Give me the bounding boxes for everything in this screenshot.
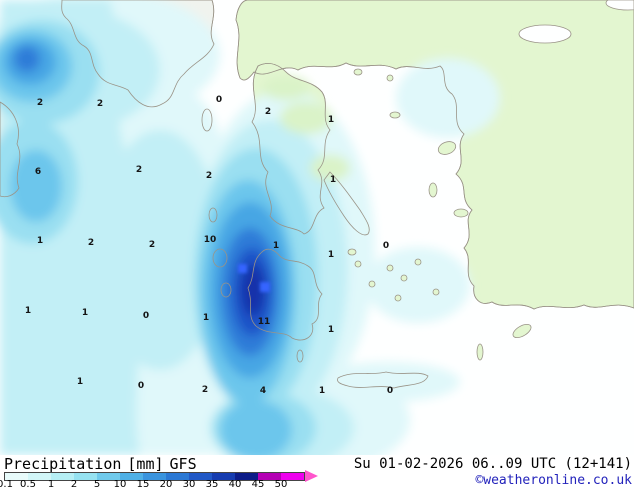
legend-tick-label: 50 (274, 479, 288, 490)
island-cyclades (394, 294, 402, 302)
island-thasos (353, 68, 363, 76)
island-cyclades (432, 288, 440, 296)
legend-cell (120, 472, 143, 480)
legend-color-bar (4, 471, 305, 481)
legend-cell (235, 472, 258, 480)
island-limnos (389, 111, 401, 119)
island-cyclades (368, 280, 376, 288)
legend-tick-label: 40 (228, 479, 242, 490)
legend-tick-label: 0.5 (20, 479, 36, 490)
island-karpathos (476, 343, 484, 361)
legend-cell (143, 472, 166, 480)
coastline-kefalonia (212, 248, 228, 268)
island-cyclades (400, 274, 408, 282)
island-lesbos (437, 141, 457, 155)
valid-time: Su 01-02-2026 06..09 UTC (12+141) (353, 456, 632, 472)
map-title: Precipitation [mm] GFS (4, 455, 203, 473)
legend-tick-label: 0.1 (0, 479, 13, 490)
island-cyclades (414, 258, 422, 266)
model-name: GFS (169, 455, 197, 473)
map-area: 2 2 0 2 1 6 2 2 1 1 2 2 10 1 1 0 1 1 0 1 11 1 1 0 2 4 1 0 (0, 0, 634, 455)
coastline-overlay (0, 0, 634, 389)
legend-cell (5, 472, 28, 480)
legend-tick-label: 10 (113, 479, 127, 490)
legend-cell (166, 472, 189, 480)
footer: Precipitation [mm] GFS 0.1 0.5 1 2 5 10 15 20 30 35… (0, 455, 634, 490)
island-chios (428, 182, 438, 198)
island-rhodes (512, 323, 532, 339)
product-name: Precipitation (4, 455, 122, 473)
legend-tick-label: 20 (159, 479, 173, 490)
legend-cell (258, 472, 281, 480)
coastline-zakynthos (220, 282, 232, 298)
legend-cell (281, 472, 304, 480)
legend-cell (97, 472, 120, 480)
coastline-kythira (296, 349, 304, 363)
island-samothrace (386, 74, 394, 82)
island-cyclades (354, 260, 362, 268)
weather-map (0, 0, 634, 455)
legend-cell (212, 472, 235, 480)
legend-tick-label: 45 (251, 479, 265, 490)
legend-tick-label: 1 (47, 479, 55, 490)
color-scale-legend (4, 470, 318, 482)
legend-arrow-icon (305, 470, 318, 482)
coastline-lefkada (208, 207, 218, 223)
legend-cell (74, 472, 97, 480)
island-cyclades (386, 264, 394, 272)
legend-tick-label: 30 (182, 479, 196, 490)
legend-cell (189, 472, 212, 480)
legend-cell (51, 472, 74, 480)
legend-tick-label: 2 (70, 479, 78, 490)
copyright: ©weatheronline.co.uk (475, 473, 632, 488)
sea-of-marmara (518, 24, 572, 44)
unit-label: [mm] (127, 455, 164, 473)
black-sea-edge (605, 0, 634, 11)
legend-tick-label: 35 (205, 479, 219, 490)
legend-cell (28, 472, 51, 480)
coastline-corfu (201, 108, 213, 132)
island-samos (453, 208, 469, 218)
legend-tick-label: 5 (93, 479, 101, 490)
legend-tick-label: 15 (136, 479, 150, 490)
aegean-islands (347, 68, 532, 361)
precip-maxima-spots (238, 264, 270, 292)
island-andros (347, 248, 357, 256)
legend-tick-labels: 0.1 0.5 1 2 5 10 15 20 30 35 40 45 50 (0, 479, 325, 490)
